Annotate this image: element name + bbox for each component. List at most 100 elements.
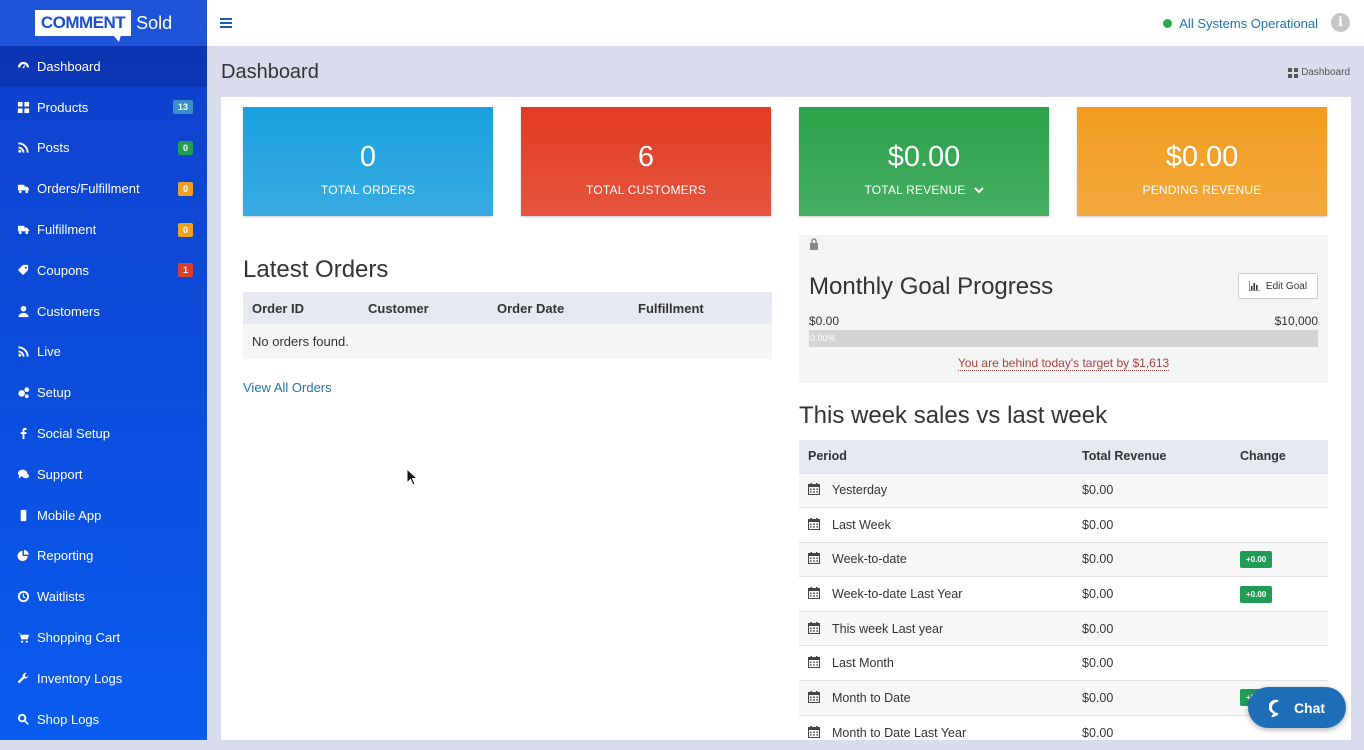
breadcrumb[interactable]: Dashboard — [1288, 67, 1350, 78]
period-label: Week-to-date — [832, 552, 907, 567]
pending-revenue-label: PENDING REVENUE — [1142, 183, 1262, 197]
grid-icon — [1288, 67, 1299, 78]
revenue-cell: $0.00 — [1073, 610, 1231, 646]
revenue-cell: $0.00 — [1073, 680, 1231, 716]
period-cell: This week Last year — [799, 610, 1073, 646]
period-label: Month to Date — [832, 690, 911, 705]
sidebar-badge: 13 — [172, 100, 193, 115]
total-revenue-label: TOTAL REVENUE — [864, 183, 966, 197]
sidebar-item-label: Shop Logs — [37, 711, 100, 727]
logo-mark: COMMENT Sold — [34, 10, 172, 42]
total-customers-value: 6 — [637, 141, 655, 173]
total-customers-card[interactable]: 6 TOTAL CUSTOMERS — [521, 107, 771, 216]
revenue-cell: $0.00 — [1073, 541, 1231, 577]
calendar-icon — [808, 517, 820, 530]
sidebar-item-products[interactable]: Products 13 — [0, 87, 207, 128]
sidebar-badge: 1 — [177, 263, 193, 278]
goal-progress-bar: 0.00% — [809, 330, 1318, 347]
sidebar-item-support[interactable]: Support — [0, 454, 207, 495]
sidebar-nav: Dashboard Products 13 Posts 0 Orders/Fulfillm… — [0, 46, 207, 740]
menu-toggle-icon[interactable] — [220, 18, 232, 28]
total-revenue-label-row: TOTAL REVENUE — [799, 183, 1049, 197]
sidebar-item-label: Inventory Logs — [37, 670, 123, 686]
calendar-icon — [808, 621, 820, 634]
period-cell: Week-to-date Last Year — [799, 576, 1073, 612]
user-icon — [16, 304, 30, 318]
truck-icon — [16, 182, 30, 196]
revenue-cell: $0.00 — [1073, 507, 1231, 543]
chevron-down-icon[interactable] — [973, 185, 984, 195]
monthly-goal-title: Monthly Goal Progress — [809, 273, 1054, 300]
sidebar-badge: 0 — [177, 181, 193, 196]
column-order-id[interactable]: Order ID — [243, 292, 359, 324]
pending-revenue-card[interactable]: $0.00 PENDING REVENUE — [1077, 107, 1327, 216]
sidebar-item-posts[interactable]: Posts 0 — [0, 128, 207, 169]
calendar-icon — [808, 552, 820, 565]
edit-goal-label: Edit Goal — [1265, 280, 1308, 292]
total-orders-label: TOTAL ORDERS — [320, 183, 416, 197]
sidebar-item-setup[interactable]: Setup — [0, 372, 207, 413]
sidebar-item-social-setup[interactable]: Social Setup — [0, 413, 207, 454]
sidebar-item-mobile-app[interactable]: Mobile App — [0, 495, 207, 536]
sidebar-item-orders-fulfillment[interactable]: Orders/Fulfillment 0 — [0, 168, 207, 209]
tag-icon — [16, 263, 30, 277]
goal-target-value: $10,000 — [1274, 314, 1318, 328]
behind-target-message: You are behind today's target by $1,613 — [799, 356, 1328, 371]
sidebar-item-dashboard[interactable]: Dashboard — [0, 46, 207, 87]
chat-label: Chat — [1293, 699, 1326, 716]
sidebar-item-label: Coupons — [37, 262, 90, 278]
period-label: Yesterday — [832, 483, 888, 498]
brand-logo[interactable]: COMMENT Sold — [0, 0, 207, 46]
pending-revenue-value: $0.00 — [1165, 141, 1239, 173]
grid-icon — [16, 100, 30, 114]
system-status-link[interactable]: All Systems Operational — [1163, 16, 1318, 31]
total-customers-label-row: TOTAL CUSTOMERS — [521, 183, 771, 197]
wrench-icon — [16, 671, 30, 685]
cogs-icon — [16, 386, 30, 400]
view-all-orders-link[interactable]: View All Orders — [243, 380, 332, 395]
sidebar-item-shop-logs[interactable]: Shop Logs — [0, 699, 207, 740]
column-order-date[interactable]: Order Date — [488, 292, 629, 324]
calendar-icon — [808, 725, 820, 738]
table-row: Week-to-date $0.00 +0.00 — [799, 541, 1328, 577]
column-total-revenue[interactable]: Total Revenue — [1073, 440, 1231, 473]
sidebar-item-label: Fulfillment — [37, 222, 97, 238]
sidebar-item-live[interactable]: Live — [0, 332, 207, 373]
change-badge: +0.00 — [1240, 550, 1273, 568]
total-customers-label: TOTAL CUSTOMERS — [586, 183, 706, 197]
monthly-goal-panel: Monthly Goal Progress Edit Goal $0.00 $1… — [799, 235, 1328, 383]
total-revenue-card[interactable]: $0.00 TOTAL REVENUE — [799, 107, 1049, 216]
total-orders-card[interactable]: 0 TOTAL ORDERS — [243, 107, 493, 216]
sidebar-item-label: Reporting — [37, 548, 94, 564]
table-row: Yesterday $0.00 — [799, 472, 1328, 508]
sidebar: COMMENT Sold Dashboard Products 13 Posts 0 Or… — [0, 0, 207, 740]
chat-button[interactable]: Chat — [1248, 687, 1346, 728]
sidebar-item-customers[interactable]: Customers — [0, 291, 207, 332]
change-cell — [1231, 472, 1328, 508]
sidebar-item-coupons[interactable]: Coupons 1 — [0, 250, 207, 291]
change-cell: +0.00 — [1231, 541, 1328, 577]
calendar-icon — [808, 690, 820, 703]
revenue-cell: $0.00 — [1073, 472, 1231, 508]
sidebar-item-reporting[interactable]: Reporting — [0, 536, 207, 577]
column-fulfillment[interactable]: Fulfillment — [629, 292, 772, 324]
edit-goal-button[interactable]: Edit Goal — [1238, 273, 1318, 299]
column-customer[interactable]: Customer — [359, 292, 488, 324]
bar-chart-icon — [1248, 281, 1260, 291]
revenue-cell: $0.00 — [1073, 576, 1231, 612]
revenue-cell: $0.00 — [1073, 645, 1231, 681]
info-icon[interactable]: i — [1331, 13, 1350, 32]
cart-icon — [16, 631, 30, 645]
sidebar-item-fulfillment[interactable]: Fulfillment 0 — [0, 209, 207, 250]
column-change[interactable]: Change — [1231, 440, 1328, 473]
sidebar-item-label: Live — [37, 344, 61, 360]
behind-target-text: You are behind today's target by $1,613 — [957, 356, 1170, 371]
sidebar-item-inventory-logs[interactable]: Inventory Logs — [0, 658, 207, 699]
change-cell — [1231, 507, 1328, 543]
search-icon — [16, 712, 30, 726]
sidebar-item-label: Social Setup — [37, 426, 110, 442]
column-period[interactable]: Period — [799, 440, 1073, 473]
main-content: 0 TOTAL ORDERS 6 TOTAL CUSTOMERS $0.00 TOTAL … — [221, 97, 1351, 750]
sidebar-item-waitlists[interactable]: Waitlists — [0, 576, 207, 617]
sidebar-item-shopping-cart[interactable]: Shopping Cart — [0, 617, 207, 658]
